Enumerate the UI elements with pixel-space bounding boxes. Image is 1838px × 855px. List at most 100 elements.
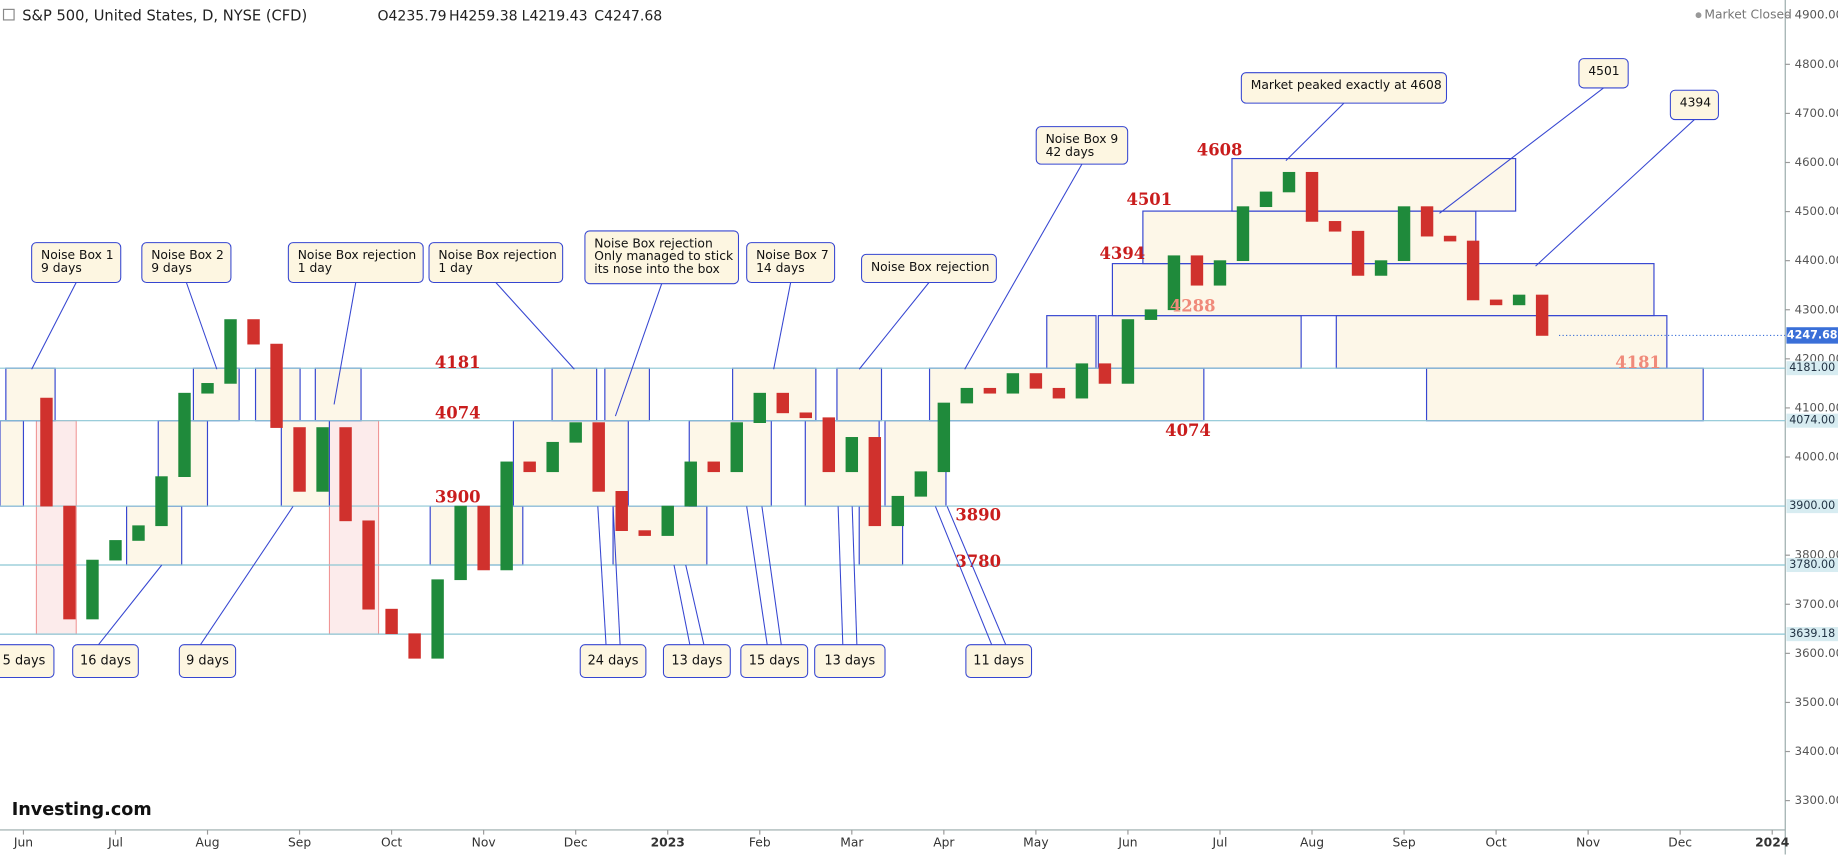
- duration-pointer: [761, 506, 782, 645]
- candle: [1052, 387, 1066, 399]
- candle: [638, 530, 651, 536]
- y-tick-label: 4800.00: [1795, 57, 1838, 71]
- callout-pointer: [1439, 87, 1604, 214]
- candle: [339, 427, 352, 522]
- duration-pointer: [597, 506, 607, 645]
- callout-box: [1669, 89, 1719, 121]
- candle: [799, 412, 813, 419]
- candle: [937, 402, 951, 473]
- callout-pointer: [773, 282, 792, 370]
- callout-text: Noise Box 9: [1046, 132, 1119, 146]
- candle: [1328, 221, 1342, 232]
- x-tick-label: Sep: [1392, 835, 1415, 849]
- candle: [1144, 309, 1158, 320]
- candle: [1190, 255, 1204, 286]
- callout-pointer: [31, 282, 77, 370]
- candle: [86, 559, 99, 620]
- callout-pointer: [1285, 102, 1345, 161]
- x-tick-label: Mar: [840, 835, 864, 849]
- callout-text: Noise Box 7: [756, 248, 829, 262]
- status-dot: [1695, 12, 1702, 19]
- duration-text: 9 days: [186, 654, 229, 669]
- last-price-label: 4247.68: [1787, 328, 1838, 341]
- duration-text: 11 days: [973, 654, 1024, 669]
- duration-box: [72, 644, 139, 679]
- level-tag: [1786, 413, 1838, 428]
- candle: [845, 437, 859, 473]
- candle: [546, 441, 559, 473]
- candle: [1121, 319, 1135, 384]
- duration-pointer: [946, 506, 1007, 645]
- x-tick-label: Oct: [1485, 835, 1506, 849]
- noise-box: [604, 367, 650, 422]
- callout-text: Noise Box 2: [151, 248, 224, 262]
- x-tick-label: Feb: [749, 835, 771, 849]
- candle: [776, 392, 789, 414]
- candle: [1167, 255, 1181, 311]
- callout-text: Only managed to stick: [594, 249, 734, 263]
- duration-text: 13 days: [824, 654, 875, 669]
- noise-box: [1335, 315, 1668, 369]
- candle: [362, 520, 375, 610]
- level-tag-label: 4074.00: [1789, 414, 1835, 427]
- x-tick-label: Nov: [472, 835, 496, 849]
- callout-box: [287, 242, 424, 284]
- callout-text: Noise Box rejection: [438, 248, 556, 262]
- candle: [1512, 294, 1526, 306]
- candle: [385, 608, 398, 635]
- y-tick-label: 4100.00: [1795, 400, 1838, 414]
- callout-pointer: [614, 283, 663, 417]
- close: C4247.68: [594, 8, 662, 24]
- callout-text: Noise Box rejection: [594, 236, 712, 250]
- callout-pointer: [333, 282, 357, 405]
- high: H4259.38: [449, 8, 518, 24]
- level-label: 4608: [1197, 141, 1243, 160]
- y-tick-label: 4700.00: [1795, 106, 1838, 120]
- callout-text: 4394: [1680, 96, 1711, 110]
- candle: [132, 525, 145, 541]
- candle: [1075, 363, 1089, 399]
- candle: [201, 383, 214, 394]
- candle: [914, 471, 928, 497]
- callout-box: [1578, 58, 1629, 89]
- callout-text: Market peaked exactly at 4608: [1251, 78, 1442, 92]
- level-label: 4074: [1165, 421, 1211, 440]
- y-tick-label: 4600.00: [1795, 155, 1838, 169]
- collapse-icon[interactable]: [2, 8, 15, 21]
- candle: [270, 343, 283, 428]
- candle: [224, 319, 237, 384]
- candle: [500, 461, 513, 571]
- candle: [1305, 171, 1319, 222]
- x-tick-label: Jun: [13, 835, 33, 849]
- callout-text: 42 days: [1046, 145, 1095, 159]
- level-tag: [1786, 361, 1838, 376]
- candle: [1236, 206, 1250, 262]
- duration-text: 5 days: [3, 654, 46, 669]
- candle: [592, 422, 605, 492]
- callout-text: 9 days: [151, 261, 192, 275]
- candle: [1029, 373, 1043, 389]
- callout-box: [1035, 126, 1129, 165]
- level-tag-label: 3639.18: [1789, 627, 1835, 640]
- candle: [63, 505, 76, 620]
- callout-text: its nose into the box: [594, 262, 720, 276]
- duration-pointer: [685, 564, 705, 645]
- candle: [40, 397, 53, 507]
- level-label: 3890: [955, 505, 1001, 524]
- y-tick-label: 4400.00: [1795, 253, 1838, 267]
- candle: [1489, 299, 1503, 306]
- callout-pointer: [185, 282, 218, 370]
- level-label: 3780: [955, 552, 1001, 571]
- duration-box: [0, 644, 55, 679]
- callout-box: [746, 242, 836, 284]
- duration-box: [662, 644, 731, 679]
- x-tick-label: Oct: [381, 835, 402, 849]
- duration-text: 13 days: [671, 654, 722, 669]
- level-tag: [1786, 627, 1838, 642]
- callout-text: Noise Box rejection: [871, 260, 989, 274]
- candle: [730, 422, 743, 473]
- noise-box: [688, 420, 772, 507]
- candle: [408, 633, 421, 659]
- callout-box: [428, 242, 564, 284]
- noise-box: [1231, 157, 1517, 212]
